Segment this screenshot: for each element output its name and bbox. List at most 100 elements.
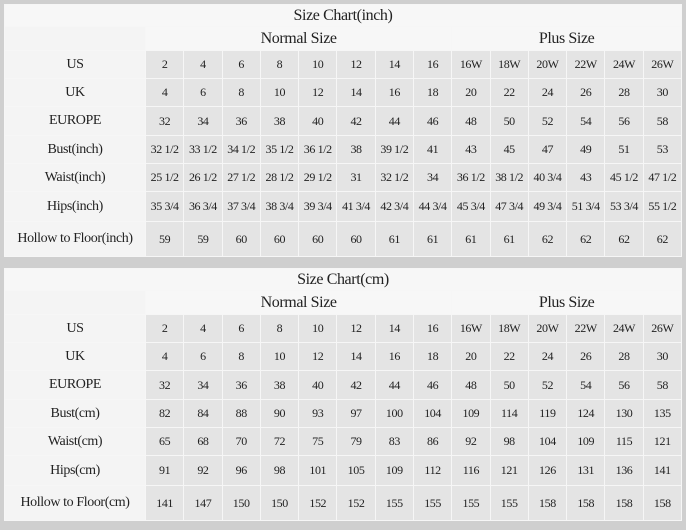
- size-cell: 44 3/4: [412, 191, 453, 222]
- size-cell: 36: [221, 106, 261, 136]
- table-row: Hips(cm) 91 92 96 98 101 105 109 112 116 121 126 131…: [4, 455, 683, 486]
- size-cell: 36 1/2: [451, 163, 491, 192]
- size-cell: 59: [144, 221, 185, 257]
- table-row: UK 4 6 8 10 12 14 16 18 20 22 24 26 28 30: [4, 342, 683, 371]
- row-label: Bust(inch): [4, 135, 146, 164]
- size-cell: 42 3/4: [374, 191, 414, 222]
- size-cell: 60: [298, 221, 338, 257]
- size-cell: 62: [642, 221, 683, 257]
- size-cell: 155: [489, 485, 529, 521]
- size-cell: 45 3/4: [451, 191, 491, 222]
- size-cell: 35 3/4: [144, 191, 185, 222]
- size-cell: 4: [144, 78, 185, 107]
- group-plus-size: Plus Size: [451, 290, 682, 315]
- row-label: EUROPE: [4, 370, 146, 400]
- size-cell: 47 1/2: [642, 163, 683, 192]
- size-cell: 32: [144, 370, 185, 400]
- size-cell: 88: [221, 399, 261, 428]
- row-label: Waist(inch): [4, 163, 146, 192]
- size-cell: 53 3/4: [604, 191, 644, 222]
- size-cell: 36: [221, 370, 261, 400]
- size-cell: 41 3/4: [336, 191, 376, 222]
- size-cell: 16: [374, 78, 414, 107]
- size-cell: 18: [412, 78, 453, 107]
- size-cell: 42: [336, 106, 376, 136]
- size-cell: 32 1/2: [374, 163, 414, 192]
- size-cell: 98: [489, 427, 529, 456]
- size-cell: 22W: [566, 314, 606, 343]
- size-cell: 45 1/2: [604, 163, 644, 192]
- size-cell: 51: [604, 135, 644, 164]
- size-cell: 40: [298, 370, 338, 400]
- size-cell: 93: [298, 399, 338, 428]
- size-chart-cm: Size Chart(cm) Normal Size Plus Size US 2 4 6 8…: [4, 268, 683, 521]
- size-cell: 152: [336, 485, 376, 521]
- size-cell: 28: [604, 78, 644, 107]
- size-cell: 14: [336, 342, 376, 371]
- size-cell: 43: [566, 163, 606, 192]
- size-cell: 130: [604, 399, 644, 428]
- size-cell: 10: [259, 78, 300, 107]
- size-cell: 48: [451, 370, 491, 400]
- row-label: UK: [4, 78, 146, 107]
- row-label: EUROPE: [4, 106, 146, 136]
- size-cell: 22: [489, 342, 529, 371]
- size-cell: 27 1/2: [221, 163, 261, 192]
- size-cell: 6: [221, 50, 261, 79]
- size-cell: 61: [451, 221, 491, 257]
- size-cell: 4: [144, 342, 185, 371]
- size-cell: 62: [604, 221, 644, 257]
- table-row: Bust(cm) 82 84 88 90 93 97 100 104 109 114 119 124 13…: [4, 399, 683, 428]
- size-cell: 59: [183, 221, 223, 257]
- size-cell: 28: [604, 342, 644, 371]
- size-cell: 150: [259, 485, 300, 521]
- size-cell: 61: [489, 221, 529, 257]
- size-cell: 38: [259, 106, 300, 136]
- size-cell: 12: [298, 342, 338, 371]
- size-cell: 52: [527, 106, 568, 136]
- size-cell: 20W: [527, 50, 568, 79]
- size-cell: 12: [336, 50, 376, 79]
- size-cell: 109: [374, 455, 414, 486]
- size-cell: 126: [527, 455, 568, 486]
- size-cell: 58: [642, 106, 683, 136]
- size-cell: 46: [412, 106, 453, 136]
- size-cell: 61: [412, 221, 453, 257]
- chart-title: Size Chart(inch): [4, 4, 682, 27]
- size-cell: 109: [566, 427, 606, 456]
- size-cell: 24W: [604, 50, 644, 79]
- size-cell: 47 3/4: [489, 191, 529, 222]
- size-cell: 12: [336, 314, 376, 343]
- size-cell: 16: [412, 314, 453, 343]
- size-cell: 28 1/2: [259, 163, 300, 192]
- size-cell: 36 3/4: [183, 191, 223, 222]
- size-cell: 62: [527, 221, 568, 257]
- size-cell: 131: [566, 455, 606, 486]
- group-plus-size: Plus Size: [451, 26, 682, 51]
- size-cell: 72: [259, 427, 300, 456]
- size-cell: 14: [374, 50, 414, 79]
- size-cell: 10: [298, 314, 338, 343]
- size-cell: 82: [144, 399, 185, 428]
- size-cell: 60: [221, 221, 261, 257]
- size-cell: 62: [566, 221, 606, 257]
- size-cell: 40 3/4: [527, 163, 568, 192]
- size-cell: 20W: [527, 314, 568, 343]
- size-cell: 60: [336, 221, 376, 257]
- size-cell: 34: [412, 163, 453, 192]
- size-cell: 12: [298, 78, 338, 107]
- size-cell: 86: [412, 427, 453, 456]
- size-cell: 56: [604, 106, 644, 136]
- size-cell: 92: [183, 455, 223, 486]
- table-row: UK 4 6 8 10 12 14 16 18 20 22 24 26 28 30: [4, 78, 683, 107]
- size-cell: 100: [374, 399, 414, 428]
- size-cell: 14: [374, 314, 414, 343]
- size-cell: 30: [642, 342, 683, 371]
- size-cell: 4: [183, 50, 223, 79]
- size-cell: 79: [336, 427, 376, 456]
- size-cell: 14: [336, 78, 376, 107]
- size-cell: 16W: [451, 314, 491, 343]
- size-cell: 98: [259, 455, 300, 486]
- size-cell: 92: [451, 427, 491, 456]
- size-cell: 116: [451, 455, 491, 486]
